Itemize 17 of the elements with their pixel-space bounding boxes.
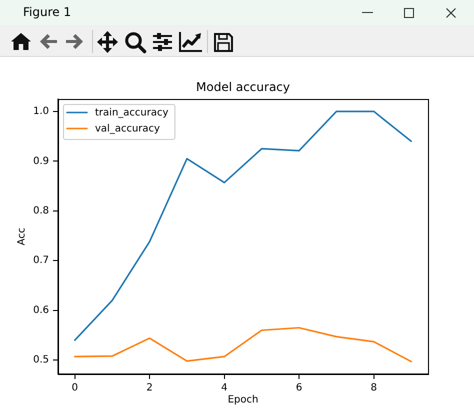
- y-tick-label: 0.5: [33, 354, 49, 366]
- y-axis-title: Acc: [16, 228, 28, 246]
- y-tick-label: 0.9: [33, 156, 49, 167]
- legend-label: val_accuracy: [95, 124, 160, 135]
- x-tick-label: 8: [370, 382, 377, 394]
- y-tick-label: 0.6: [33, 304, 49, 316]
- caption: Figure 1: [23, 5, 72, 20]
- x-tick-label: 2: [146, 382, 153, 394]
- chart-title: Model accuracy: [196, 80, 290, 94]
- x-tick-label: 6: [296, 382, 302, 394]
- legend-label: train_accuracy: [95, 108, 168, 119]
- y-tick-label: 1.0: [33, 106, 49, 118]
- y-tick-label: 0.8: [33, 205, 49, 216]
- y-tick-label: 0.7: [33, 255, 49, 266]
- x-tick-label: 0: [72, 382, 78, 394]
- x-tick-label: 4: [221, 382, 228, 394]
- x-axis-title: Epoch: [228, 394, 258, 406]
